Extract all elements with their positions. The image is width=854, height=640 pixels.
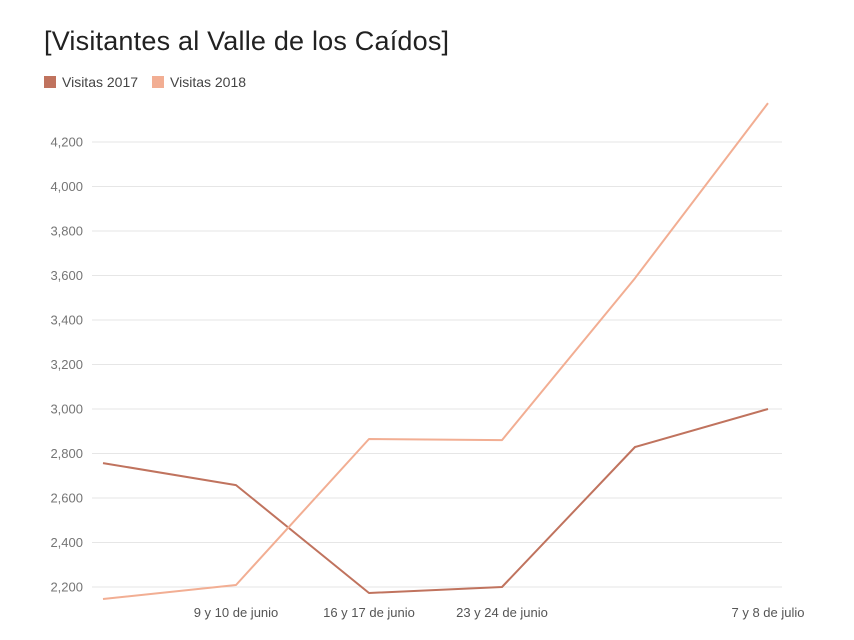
x-tick-label: 23 y 24 de junio bbox=[456, 605, 548, 620]
y-tick-label: 2,200 bbox=[50, 580, 83, 595]
series-lines bbox=[102, 102, 769, 600]
x-tick-label: 16 y 17 de junio bbox=[323, 605, 415, 620]
x-tick-label: 9 y 10 de junio bbox=[194, 605, 279, 620]
y-tick-label: 3,600 bbox=[50, 268, 83, 283]
y-tick-label: 4,200 bbox=[50, 135, 83, 150]
y-axis-labels: 2,200 2,400 2,600 2,800 3,000 3,200 3,400 3,600… bbox=[50, 135, 83, 595]
y-tick-label: 3,200 bbox=[50, 357, 83, 372]
y-tick-label: 4,000 bbox=[50, 179, 83, 194]
x-tick-label: 7 y 8 de julio bbox=[732, 605, 805, 620]
x-axis-labels: 9 y 10 de junio 16 y 17 de junio 23 y 24 d… bbox=[194, 605, 805, 620]
y-tick-label: 3,000 bbox=[50, 402, 83, 417]
chart-title: [Visitantes al Valle de los Caídos] bbox=[44, 26, 450, 56]
legend-swatch-2017 bbox=[44, 76, 56, 88]
y-tick-label: 2,400 bbox=[50, 535, 83, 550]
series-line-2017[interactable] bbox=[102, 408, 769, 594]
y-tick-label: 2,600 bbox=[50, 491, 83, 506]
legend-item-2018[interactable]: Visitas 2018 bbox=[152, 74, 246, 90]
y-tick-label: 3,800 bbox=[50, 224, 83, 239]
legend-label-2018: Visitas 2018 bbox=[170, 74, 247, 90]
y-tick-label: 2,800 bbox=[50, 446, 83, 461]
series-line-2018[interactable] bbox=[102, 102, 769, 600]
legend-swatch-2018 bbox=[152, 76, 165, 88]
legend-label-2017: Visitas 2017 bbox=[62, 74, 139, 90]
y-tick-label: 3,400 bbox=[50, 313, 83, 328]
legend-item-2017[interactable]: Visitas 2017 bbox=[44, 74, 138, 90]
gridlines bbox=[92, 141, 782, 588]
chart-legend: Visitas 2017 Visitas 2018 bbox=[44, 74, 260, 90]
